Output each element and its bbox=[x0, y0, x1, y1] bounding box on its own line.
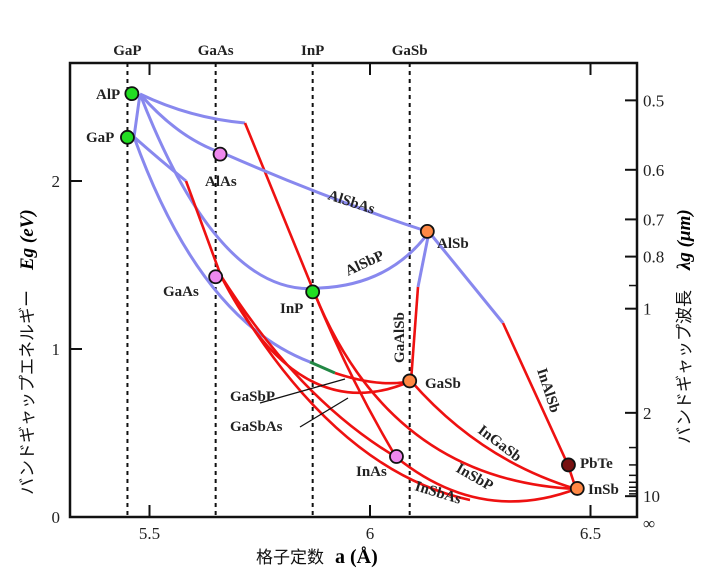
y2-axis-title: バンドギャップ波長 bbox=[675, 290, 695, 444]
label-alp: AlP bbox=[96, 87, 120, 103]
label-alsb: AlSb bbox=[437, 236, 469, 252]
label-gasb: GaSb bbox=[425, 376, 461, 392]
compound-labels: AlP GaP AlAs GaAs InP AlSb GaSb InAs PbT… bbox=[86, 87, 619, 498]
y-tick-label: 2 bbox=[52, 172, 61, 191]
label-inas: InAs bbox=[356, 464, 387, 480]
gasbas-pointer bbox=[299, 397, 349, 428]
top-label-gaas: GaAs bbox=[198, 43, 234, 59]
point-pbte bbox=[561, 457, 576, 473]
point-gasb bbox=[402, 373, 418, 389]
top-label-gasb: GaSb bbox=[392, 43, 428, 59]
y2-tick-label: 0.7 bbox=[643, 210, 665, 229]
label-gaas: GaAs bbox=[163, 284, 199, 300]
y2-tick-label: 0.5 bbox=[643, 91, 664, 110]
curve-gaalsb-direct bbox=[409, 286, 420, 382]
label-gasbas: GaSbAs bbox=[230, 419, 283, 435]
curve-insbp bbox=[312, 291, 577, 491]
curve-alp-gap bbox=[132, 93, 142, 138]
curve-gasbp-transition bbox=[309, 360, 336, 375]
y2-tick-label: 10 bbox=[643, 487, 660, 506]
curve-ingaas bbox=[219, 275, 397, 459]
curve-alsbp bbox=[138, 93, 431, 291]
x-tick-label: 6.5 bbox=[580, 524, 601, 543]
x-axis-symbol: a (Å) bbox=[335, 545, 378, 568]
label-insbp: InSbP bbox=[453, 461, 496, 495]
y2-axis-label: バンドギャップ波長 λg (μm) bbox=[674, 209, 695, 444]
label-inp: InP bbox=[280, 301, 303, 317]
curve-gainp-indirect bbox=[133, 135, 187, 183]
curve-alinp-direct bbox=[243, 122, 316, 293]
label-alas: AlAs bbox=[205, 174, 237, 190]
y-axis-label: バンドギャップエネルギー Eg (eV) bbox=[17, 209, 38, 495]
point-alp bbox=[124, 86, 140, 102]
y2-tick-label: 0.8 bbox=[643, 248, 664, 267]
y-tick-label: 1 bbox=[52, 340, 61, 359]
y-axis-title: バンドギャップエネルギー bbox=[18, 290, 38, 495]
point-gap bbox=[120, 129, 135, 145]
point-inp bbox=[305, 284, 321, 300]
point-alas bbox=[212, 146, 228, 162]
gasbp-pointer bbox=[259, 378, 346, 404]
label-gaalsb: GaAlSb bbox=[392, 312, 408, 363]
y2-tick-label: 2 bbox=[643, 404, 652, 423]
x-axis-title: 格子定数 bbox=[256, 548, 324, 568]
alloy-curves bbox=[132, 92, 578, 503]
point-gaas bbox=[208, 269, 224, 285]
curve-gasbp-indirect bbox=[132, 136, 311, 364]
curve-insbas bbox=[395, 455, 577, 503]
y2-axis-symbol: λg (μm) bbox=[674, 209, 695, 271]
point-inas bbox=[389, 449, 404, 464]
y2-tick-label: ∞ bbox=[643, 514, 655, 533]
curve-alsbas bbox=[224, 152, 430, 234]
label-insb: InSb bbox=[588, 482, 619, 498]
plot-frame bbox=[68, 61, 639, 519]
point-insb bbox=[569, 481, 585, 496]
label-inalsb: InAlSb bbox=[533, 366, 562, 415]
curve-ingasb bbox=[410, 380, 577, 491]
y2-tick-label: 0.6 bbox=[643, 161, 664, 180]
curve-inalsb-indirect bbox=[427, 231, 505, 324]
top-label-inp: InP bbox=[301, 43, 324, 59]
curve-gainp-direct bbox=[184, 180, 223, 277]
x-tick-label: 6 bbox=[366, 524, 375, 543]
axis-ticks: 5.5 6 6.5 0 1 2 0.5 0.6 0.7 0.8 1 2 10 ∞ bbox=[52, 63, 665, 543]
label-alsbas: AlSbAs bbox=[326, 188, 377, 218]
curve-inasp bbox=[312, 291, 398, 458]
y-axis-symbol: Eg (eV) bbox=[17, 209, 38, 271]
curve-gaas-insb bbox=[219, 275, 471, 502]
top-label-gap: GaP bbox=[113, 43, 141, 59]
point-alsb bbox=[419, 223, 435, 239]
y2-tick-label: 1 bbox=[643, 300, 652, 319]
label-gasbp: GaSbP bbox=[230, 389, 275, 405]
label-pbte: PbTe bbox=[580, 456, 613, 472]
compound-points bbox=[120, 86, 585, 496]
curve-gasbp-direct bbox=[334, 371, 412, 385]
y-tick-label: 0 bbox=[52, 508, 61, 527]
curve-gaalsb-indirect bbox=[416, 231, 431, 288]
curve-alinp-indirect bbox=[139, 92, 246, 125]
label-gap: GaP bbox=[86, 130, 114, 146]
x-tick-label: 5.5 bbox=[139, 524, 160, 543]
